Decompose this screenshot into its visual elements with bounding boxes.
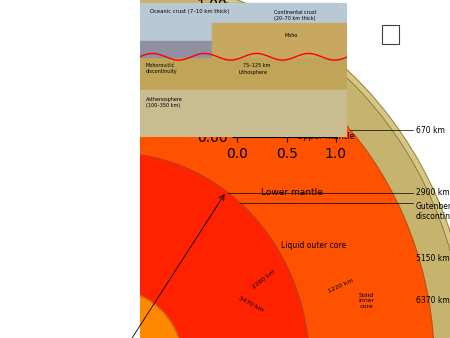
Circle shape: [0, 17, 434, 338]
Bar: [140, 57, 346, 90]
Text: Lithosphere: Lithosphere: [239, 70, 268, 75]
Bar: [140, 41, 243, 57]
Text: Asthenosphere
(100–350 km): Asthenosphere (100–350 km): [146, 97, 183, 107]
Circle shape: [0, 153, 309, 338]
Circle shape: [0, 17, 434, 338]
Text: Continental crust
(20–70 km thick): Continental crust (20–70 km thick): [274, 10, 316, 21]
Text: 2900 km: 2900 km: [416, 188, 450, 197]
Text: Liquid outer core: Liquid outer core: [281, 241, 346, 249]
Text: 6370 km: 6370 km: [416, 296, 450, 305]
Text: Lower mantle: Lower mantle: [261, 188, 323, 197]
Circle shape: [46, 291, 183, 338]
Text: Solid
inner
core: Solid inner core: [358, 292, 374, 309]
Text: Gutenberg
discontinuity: Gutenberg discontinuity: [416, 201, 450, 221]
Text: 3470 km: 3470 km: [238, 295, 265, 313]
Text: Upper mantle: Upper mantle: [297, 132, 355, 141]
Bar: [382, 25, 399, 44]
Text: Oceanic crust (7–10 km thick): Oceanic crust (7–10 km thick): [150, 9, 229, 14]
Text: EARTH’S
INTERIOR: EARTH’S INTERIOR: [14, 88, 110, 126]
Bar: [212, 23, 346, 57]
Text: Moho: Moho: [284, 33, 298, 38]
Bar: [140, 3, 346, 41]
Bar: [0, 0, 115, 338]
Text: 670 km: 670 km: [416, 126, 445, 135]
Circle shape: [0, 153, 309, 338]
Text: Crust: Crust: [146, 110, 164, 116]
Text: Asthenosphere: Asthenosphere: [146, 85, 198, 91]
Text: 75–125 km: 75–125 km: [243, 64, 270, 69]
Text: Lithosphere: Lithosphere: [146, 98, 187, 104]
Text: 2280 km: 2280 km: [251, 268, 276, 289]
Text: Mohorovičić
discontinuity: Mohorovičić discontinuity: [146, 64, 177, 74]
Circle shape: [46, 291, 183, 338]
Text: 5150 km: 5150 km: [416, 254, 450, 263]
Text: 1220 km: 1220 km: [328, 277, 355, 294]
Bar: [140, 90, 346, 137]
